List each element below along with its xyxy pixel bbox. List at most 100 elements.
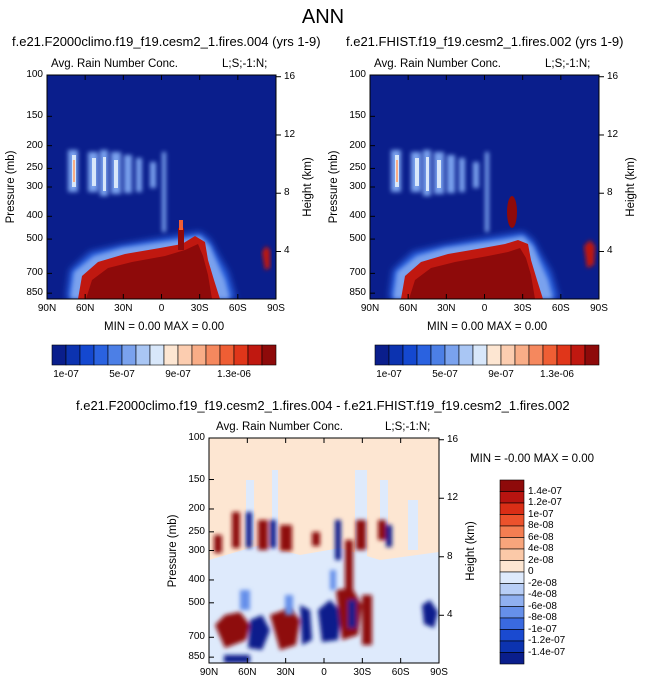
left-colorbar-swatch: [219, 344, 235, 366]
right-lat-tick: 60N: [398, 303, 418, 314]
right-lat-tick: 60S: [551, 303, 570, 314]
right-pressure-tick: 400: [349, 210, 366, 222]
left-pressure-tick: 150: [26, 110, 43, 122]
right-colorbar-swatch: [556, 344, 572, 366]
diff-pressure-tick: 500: [188, 596, 205, 608]
right-pressure-tick: 150: [349, 110, 366, 122]
diff-colorbar-label: -6e-08: [528, 600, 557, 612]
diff-colorbar-label: -4e-08: [528, 589, 557, 600]
diff-lat-tick: 60N: [238, 667, 257, 678]
right-colorbar-swatch: [444, 344, 460, 366]
diff-lat-tick: 90N: [199, 667, 219, 678]
right-colorbar-swatch: [500, 344, 516, 366]
right-y2-axis-label: Height (km): [625, 157, 637, 217]
diff-colorbar-label: -1.4e-07: [528, 646, 566, 658]
right-colorbar-swatch: [430, 344, 446, 366]
left-pressure-tick: 850: [26, 287, 43, 299]
right-colorbar-swatch: [388, 344, 404, 366]
left-colorbar-swatch: [233, 344, 249, 366]
diff-colorbar-label: -1.2e-07: [528, 635, 566, 646]
right-height-tick: 8: [607, 187, 613, 199]
diff-lat-tick: 30S: [353, 667, 372, 678]
diff-height-tick: 12: [447, 492, 459, 504]
diff-height-tick: 16: [447, 433, 459, 445]
left-y-axis-label: Pressure (mb): [5, 150, 17, 224]
diff-lat-tick: 30N: [276, 667, 295, 678]
diff-var-label: Avg. Rain Number Conc.: [216, 421, 343, 433]
right-lat-tick: 30S: [513, 303, 532, 314]
diff-colorbar-label: 4e-08: [528, 543, 554, 554]
left-height-tick: 16: [284, 70, 296, 82]
diff-lat-tick: 0: [321, 667, 327, 678]
left-colorbar-swatch: [261, 344, 277, 366]
diff-colorbar-label: -8e-08: [528, 612, 557, 623]
diff-colorbar-label: -2e-08: [528, 577, 557, 589]
right-panel-title: f.e21.FHIST.f19_f19.cesm2_1.fires.002 (y…: [346, 34, 624, 49]
left-lat-tick: 30N: [114, 303, 133, 314]
diff-y-axis-label: Pressure (mb): [167, 514, 179, 587]
right-colorbar-swatch: [514, 344, 530, 366]
left-lat-tick: 30S: [190, 303, 209, 314]
left-height-tick: 8: [284, 187, 290, 199]
right-colorbar-swatch: [458, 344, 474, 366]
left-colorbar-swatch: [121, 344, 137, 366]
left-height-tick: 4: [284, 245, 290, 257]
left-colorbar-swatch: [149, 344, 165, 366]
left-pressure-tick: 500: [26, 233, 43, 245]
diff-pressure-tick: 850: [188, 651, 205, 663]
left-colorbar-swatch: [205, 344, 221, 366]
diff-colorbar-label: 0: [528, 566, 534, 577]
diff-pressure-tick: 300: [188, 544, 205, 556]
diff-pressure-tick: 250: [188, 525, 205, 537]
left-colorbar-label: 5e-07: [109, 369, 135, 380]
diff-colorbar-swatch: [499, 491, 525, 504]
right-pressure-tick: 500: [349, 233, 366, 245]
right-pressure-tick: 300: [349, 181, 366, 192]
right-colorbar-swatch: [542, 344, 558, 366]
right-lat-tick: 30N: [437, 303, 456, 314]
left-colorbar-swatch: [107, 344, 123, 366]
diff-panel-title: f.e21.F2000climo.f19_f19.cesm2_1.fires.0…: [76, 398, 570, 413]
right-pressure-tick: 850: [349, 287, 366, 299]
right-colorbar-label: 1.3e-06: [540, 369, 574, 380]
left-field: [47, 75, 276, 299]
diff-units-label: L;S;-1:N;: [385, 421, 431, 433]
diff-colorbar-swatch: [499, 571, 525, 584]
left-colorbar-swatch: [135, 344, 151, 366]
right-pressure-tick: 200: [349, 139, 366, 151]
colorbars: [51, 344, 600, 665]
diff-pressure-tick: 400: [188, 573, 205, 585]
right-pressure-tick: 100: [349, 69, 366, 80]
left-panel-title: f.e21.F2000climo.f19_f19.cesm2_1.fires.0…: [12, 34, 321, 49]
right-pressure-tick: 700: [349, 267, 366, 279]
left-pressure-tick: 200: [26, 139, 43, 151]
right-height-tick: 12: [607, 128, 619, 140]
diff-minmax: MIN = -0.00 MAX = 0.00: [470, 453, 595, 465]
diff-pressure-tick: 700: [188, 631, 205, 643]
diff-colorbar-swatch: [499, 560, 525, 573]
left-height-tick: 12: [284, 128, 296, 140]
diff-colorbar-swatch: [499, 537, 525, 550]
left-colorbar-swatch: [79, 344, 95, 366]
diff-colorbar-swatch: [499, 514, 525, 527]
left-lat-tick: 90S: [267, 303, 285, 314]
right-pressure-tick: 250: [349, 162, 366, 174]
diff-height-tick: 8: [447, 550, 453, 562]
diff-lat-tick: 60S: [391, 667, 410, 678]
left-colorbar-label: 9e-07: [165, 369, 191, 380]
diff-height-tick: 4: [447, 609, 453, 621]
left-pressure-tick: 250: [26, 162, 43, 174]
left-colorbar-swatch: [177, 344, 193, 366]
left-lat-tick: 90N: [37, 303, 57, 314]
right-lat-tick: 90S: [590, 303, 608, 314]
diff-colorbar-swatch: [499, 629, 525, 642]
diff-colorbar-label: 1.4e-07: [528, 485, 562, 497]
diff-colorbar-swatch: [499, 548, 525, 561]
diff-lat-tick: 90S: [430, 667, 448, 678]
right-colorbar-label: 9e-07: [488, 369, 514, 380]
left-units-label: L;S;-1:N;: [222, 58, 268, 70]
left-pressure-tick: 700: [26, 267, 43, 279]
diff-colorbar-swatch: [499, 652, 525, 665]
right-colorbar-swatch: [402, 344, 418, 366]
